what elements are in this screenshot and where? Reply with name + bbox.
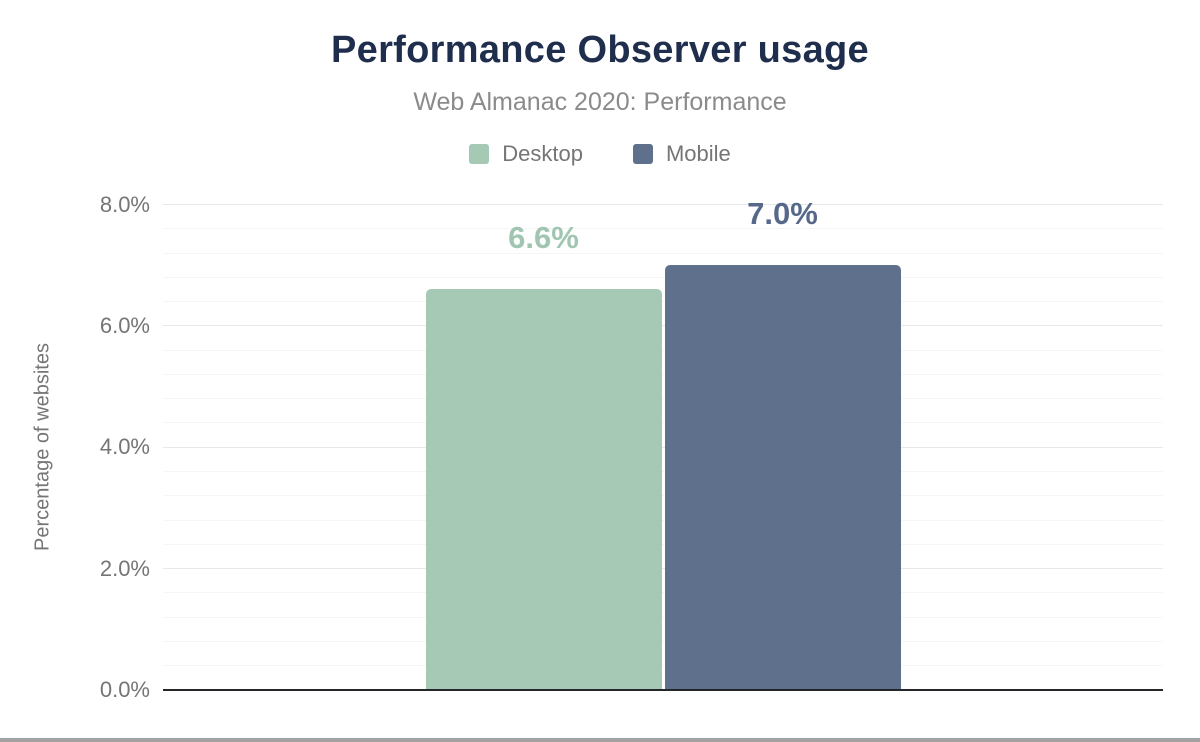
y-tick-label: 0.0% — [99, 677, 150, 702]
minor-gridline — [163, 592, 1163, 594]
y-tick-label: 6.0% — [99, 312, 150, 338]
minor-gridline — [163, 616, 1163, 618]
minor-gridline — [163, 543, 1163, 545]
bar-desktop[interactable] — [425, 289, 662, 691]
minor-gridline — [163, 495, 1163, 497]
bar-value-label-mobile: 7.0% — [747, 196, 818, 232]
minor-gridline — [163, 252, 1163, 254]
major-gridline — [163, 446, 1163, 448]
legend-label: Desktop — [502, 141, 583, 166]
chart-subtitle: Web Almanac 2020: Performance — [413, 88, 787, 116]
minor-gridline — [163, 398, 1163, 400]
y-tick-label: 8.0% — [99, 191, 150, 217]
legend-label: Mobile — [665, 141, 731, 166]
bar-value-label-desktop: 6.6% — [508, 220, 579, 256]
legend-item-mobile[interactable]: Mobile — [632, 141, 731, 167]
y-tick-label: 2.0% — [99, 555, 150, 581]
minor-gridline — [163, 228, 1163, 230]
minor-gridline — [163, 665, 1163, 667]
minor-gridline — [163, 471, 1163, 473]
minor-gridline — [163, 349, 1163, 351]
minor-gridline — [163, 276, 1163, 278]
major-gridline — [163, 325, 1163, 327]
legend: Desktop Mobile — [0, 141, 1200, 167]
legend-swatch-desktop — [469, 144, 490, 164]
bottom-divider — [0, 738, 1200, 742]
major-gridline — [163, 568, 1163, 570]
chart-title: Performance Observer usage — [331, 29, 869, 71]
y-axis-title: Percentage of websites — [31, 343, 54, 551]
major-gridline — [163, 204, 1163, 205]
minor-gridline — [163, 519, 1163, 521]
minor-gridline — [163, 301, 1163, 303]
x-axis-line — [163, 689, 1163, 691]
minor-gridline — [163, 422, 1163, 424]
y-tick-label: 4.0% — [99, 434, 150, 460]
legend-item-desktop[interactable]: Desktop — [469, 141, 583, 167]
legend-swatch-mobile — [632, 144, 653, 164]
minor-gridline — [163, 373, 1163, 375]
minor-gridline — [163, 640, 1163, 642]
bar-mobile[interactable] — [664, 265, 901, 691]
